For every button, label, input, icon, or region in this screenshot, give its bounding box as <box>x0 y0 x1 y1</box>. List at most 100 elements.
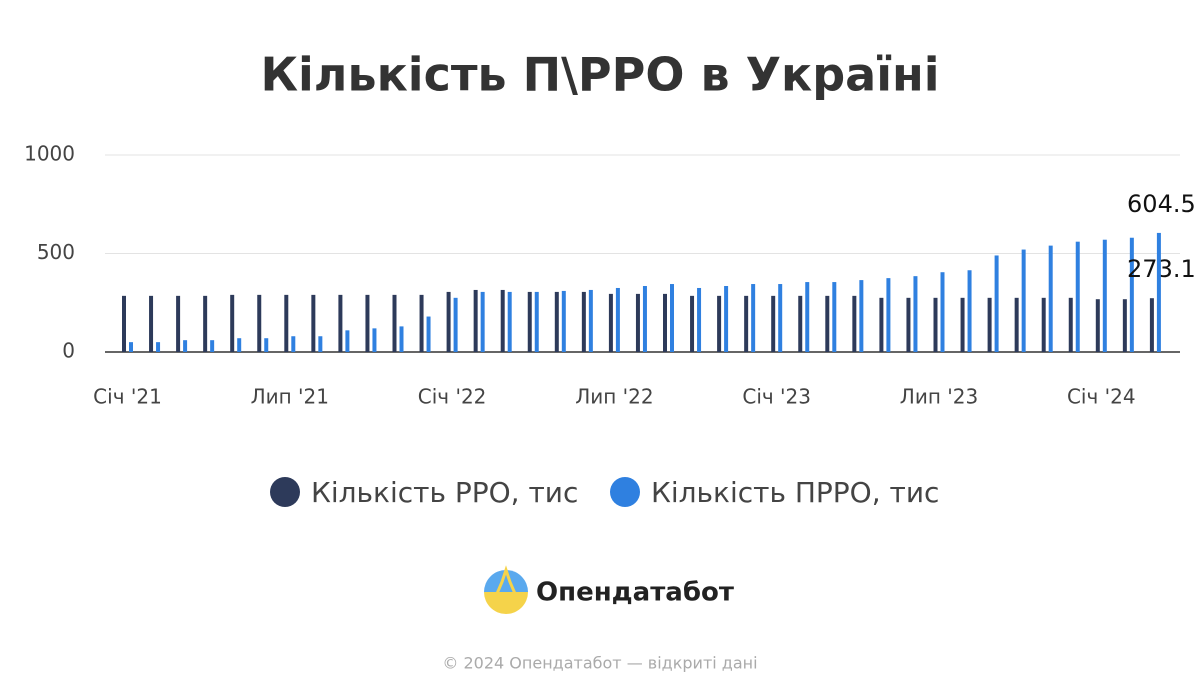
bar <box>1129 237 1134 352</box>
bar <box>778 284 783 352</box>
bar <box>372 328 377 352</box>
bar <box>291 336 296 352</box>
bar <box>210 340 215 352</box>
bar <box>554 291 559 352</box>
bar <box>1075 241 1080 352</box>
bar <box>967 270 972 352</box>
bar <box>987 297 992 352</box>
bar <box>879 297 884 352</box>
bar <box>426 316 431 352</box>
bar <box>149 295 154 352</box>
bar <box>446 291 451 352</box>
bar <box>663 293 667 352</box>
bar <box>453 297 458 352</box>
bar <box>690 295 695 352</box>
bar <box>960 297 965 352</box>
bar <box>419 294 424 352</box>
bar <box>933 297 938 352</box>
bar <box>1122 299 1127 352</box>
bar <box>345 330 350 352</box>
bar <box>1102 239 1107 352</box>
bar <box>940 272 945 352</box>
bar <box>1041 297 1046 352</box>
bar <box>886 278 891 352</box>
bar <box>311 294 316 352</box>
bar <box>264 338 269 352</box>
bar <box>642 286 647 352</box>
bar <box>1068 297 1073 352</box>
legend-marker <box>610 477 640 507</box>
bar <box>615 287 620 352</box>
data-label: 273.1 <box>1127 255 1196 283</box>
footer: © 2024 Опендатабот — відкриті дані <box>442 654 757 673</box>
x-tick-label: Лип '23 <box>900 385 978 409</box>
bar <box>473 289 478 352</box>
x-tick-label: Лип '22 <box>575 385 653 409</box>
bar <box>480 291 485 352</box>
y-tick-label: 500 <box>37 240 75 264</box>
bar <box>852 295 857 352</box>
bar <box>771 295 776 352</box>
bar <box>717 295 722 352</box>
bar <box>129 342 133 352</box>
bar <box>338 294 343 352</box>
x-tick-label: Січ '23 <box>742 385 811 409</box>
bar <box>1095 299 1100 352</box>
brand-logo <box>484 570 528 614</box>
bar <box>1149 298 1154 352</box>
bar <box>805 282 810 352</box>
brand-logo-mark <box>485 565 527 602</box>
bar <box>906 297 911 352</box>
bar <box>237 338 242 352</box>
bar <box>635 293 640 352</box>
bar <box>697 287 702 352</box>
bar <box>257 294 262 352</box>
bar <box>670 284 674 352</box>
bar <box>365 294 370 352</box>
bar <box>581 291 586 352</box>
bar <box>561 290 566 352</box>
data-label: 604.5 <box>1127 190 1196 218</box>
x-tick-label: Лип '21 <box>251 385 329 409</box>
bar <box>392 294 397 352</box>
bar <box>1048 245 1053 352</box>
bar <box>608 293 613 352</box>
bar <box>744 295 749 352</box>
y-tick-label: 0 <box>62 339 75 363</box>
bar <box>527 291 532 352</box>
bar <box>507 291 512 352</box>
y-tick-label: 1000 <box>24 142 75 166</box>
bar <box>122 295 126 352</box>
bar <box>156 342 161 352</box>
bar <box>798 295 803 352</box>
bar <box>832 282 837 352</box>
bar <box>1014 297 1019 352</box>
bar <box>176 295 181 352</box>
bar <box>183 340 188 352</box>
bar <box>994 255 999 352</box>
brand-name: Опендатабот <box>536 578 734 608</box>
legend-label: Кількість РРО, тис <box>311 476 578 509</box>
bar <box>203 295 208 352</box>
x-tick-label: Січ '22 <box>418 385 487 409</box>
bar <box>913 276 918 352</box>
bar <box>230 294 235 352</box>
bar <box>1156 232 1161 352</box>
bar <box>318 336 323 352</box>
bar <box>859 280 864 352</box>
legend-marker <box>270 477 300 507</box>
bar <box>284 294 289 352</box>
chart-title: Кількість П\РРО в Україні <box>260 48 939 102</box>
bar <box>588 289 593 352</box>
bar <box>825 295 830 352</box>
bar <box>534 291 539 352</box>
bar <box>724 286 729 352</box>
legend-label: Кількість ПРРО, тис <box>651 476 939 509</box>
x-tick-label: Січ '24 <box>1067 385 1136 409</box>
bar <box>751 284 756 352</box>
bar <box>500 289 505 352</box>
x-tick-label: Січ '21 <box>93 385 162 409</box>
bar <box>1021 249 1026 352</box>
bar <box>399 326 404 352</box>
